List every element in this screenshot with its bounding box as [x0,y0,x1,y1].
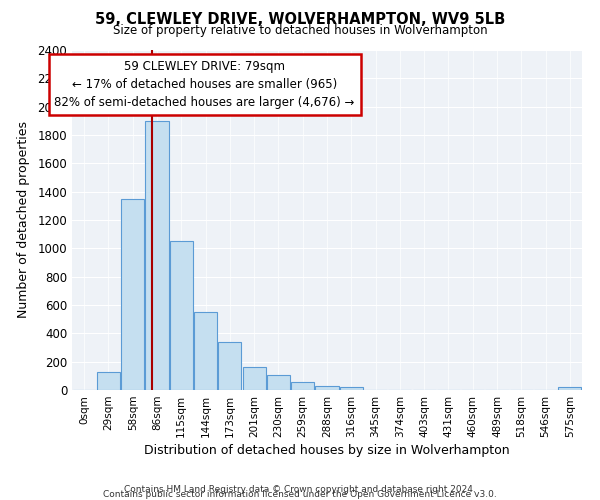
Bar [218,342,241,390]
Bar [170,242,193,390]
Text: 59, CLEWLEY DRIVE, WOLVERHAMPTON, WV9 5LB: 59, CLEWLEY DRIVE, WOLVERHAMPTON, WV9 5L… [95,12,505,28]
Bar [242,368,266,390]
Bar [559,387,581,390]
X-axis label: Distribution of detached houses by size in Wolverhampton: Distribution of detached houses by size … [144,444,510,457]
Y-axis label: Number of detached properties: Number of detached properties [17,122,31,318]
Text: Contains HM Land Registry data © Crown copyright and database right 2024.: Contains HM Land Registry data © Crown c… [124,485,476,494]
Bar [97,372,120,390]
Bar [145,121,169,390]
Bar [194,312,217,390]
Text: Size of property relative to detached houses in Wolverhampton: Size of property relative to detached ho… [113,24,487,37]
Text: Contains public sector information licensed under the Open Government Licence v3: Contains public sector information licen… [103,490,497,499]
Bar [267,375,290,390]
Bar [340,387,363,390]
Bar [121,198,144,390]
Bar [291,382,314,390]
Text: 59 CLEWLEY DRIVE: 79sqm
← 17% of detached houses are smaller (965)
82% of semi-d: 59 CLEWLEY DRIVE: 79sqm ← 17% of detache… [55,60,355,109]
Bar [316,386,338,390]
